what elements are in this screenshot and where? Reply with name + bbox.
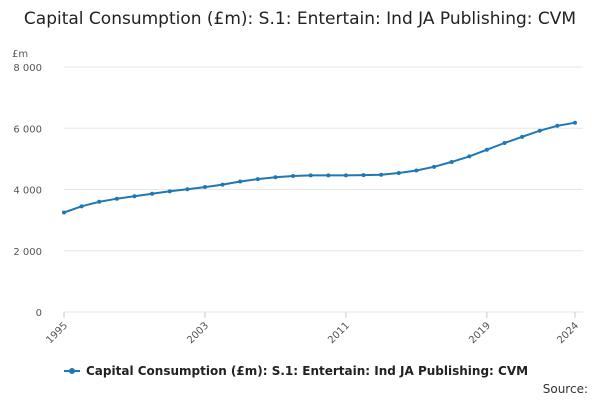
x-tick-label: 1995 xyxy=(44,320,70,346)
y-tick-label: 8 000 xyxy=(13,63,42,74)
x-tick-label: 2024 xyxy=(555,320,581,346)
data-point xyxy=(62,210,66,215)
data-point xyxy=(132,194,137,199)
data-point xyxy=(520,134,525,139)
data-point xyxy=(308,173,313,178)
data-point xyxy=(291,174,296,179)
y-axis-unit-label: £m xyxy=(12,49,28,60)
legend: Capital Consumption (£m): S.1: Entertain… xyxy=(64,364,528,378)
y-tick-label: 4 000 xyxy=(13,186,42,197)
y-tick-label: 0 xyxy=(36,308,42,319)
data-point xyxy=(220,182,225,187)
data-point xyxy=(537,128,542,133)
legend-label: Capital Consumption (£m): S.1: Entertain… xyxy=(86,364,529,378)
x-tick-label: 2019 xyxy=(467,320,493,346)
data-point xyxy=(449,159,454,164)
source-label: Source: xyxy=(542,382,588,396)
data-point xyxy=(185,187,190,192)
data-point xyxy=(326,173,331,178)
data-point xyxy=(114,196,119,201)
legend-line-marker-icon xyxy=(64,366,80,376)
data-point xyxy=(555,123,560,128)
chart-title: Capital Consumption (£m): S.1: Entertain… xyxy=(23,9,577,29)
data-point xyxy=(238,179,243,184)
data-point xyxy=(414,168,419,173)
data-point xyxy=(79,204,84,209)
data-point xyxy=(396,170,401,175)
data-point xyxy=(202,185,207,190)
data-point xyxy=(361,173,366,178)
data-point xyxy=(573,120,577,125)
data-point xyxy=(97,199,102,204)
series-line xyxy=(63,121,576,214)
data-point xyxy=(343,173,348,178)
data-point xyxy=(150,191,155,196)
data-point xyxy=(484,147,489,152)
data-point xyxy=(502,140,507,145)
data-point xyxy=(379,172,384,177)
data-point xyxy=(467,154,472,159)
data-point xyxy=(273,175,278,180)
x-tick-label: 2003 xyxy=(185,320,211,346)
y-tick-label: 6 000 xyxy=(13,124,42,135)
data-point xyxy=(255,177,260,182)
y-tick-label: 2 000 xyxy=(13,247,42,258)
data-point xyxy=(432,164,437,169)
data-point xyxy=(167,189,172,194)
x-tick-label: 2011 xyxy=(326,320,352,346)
